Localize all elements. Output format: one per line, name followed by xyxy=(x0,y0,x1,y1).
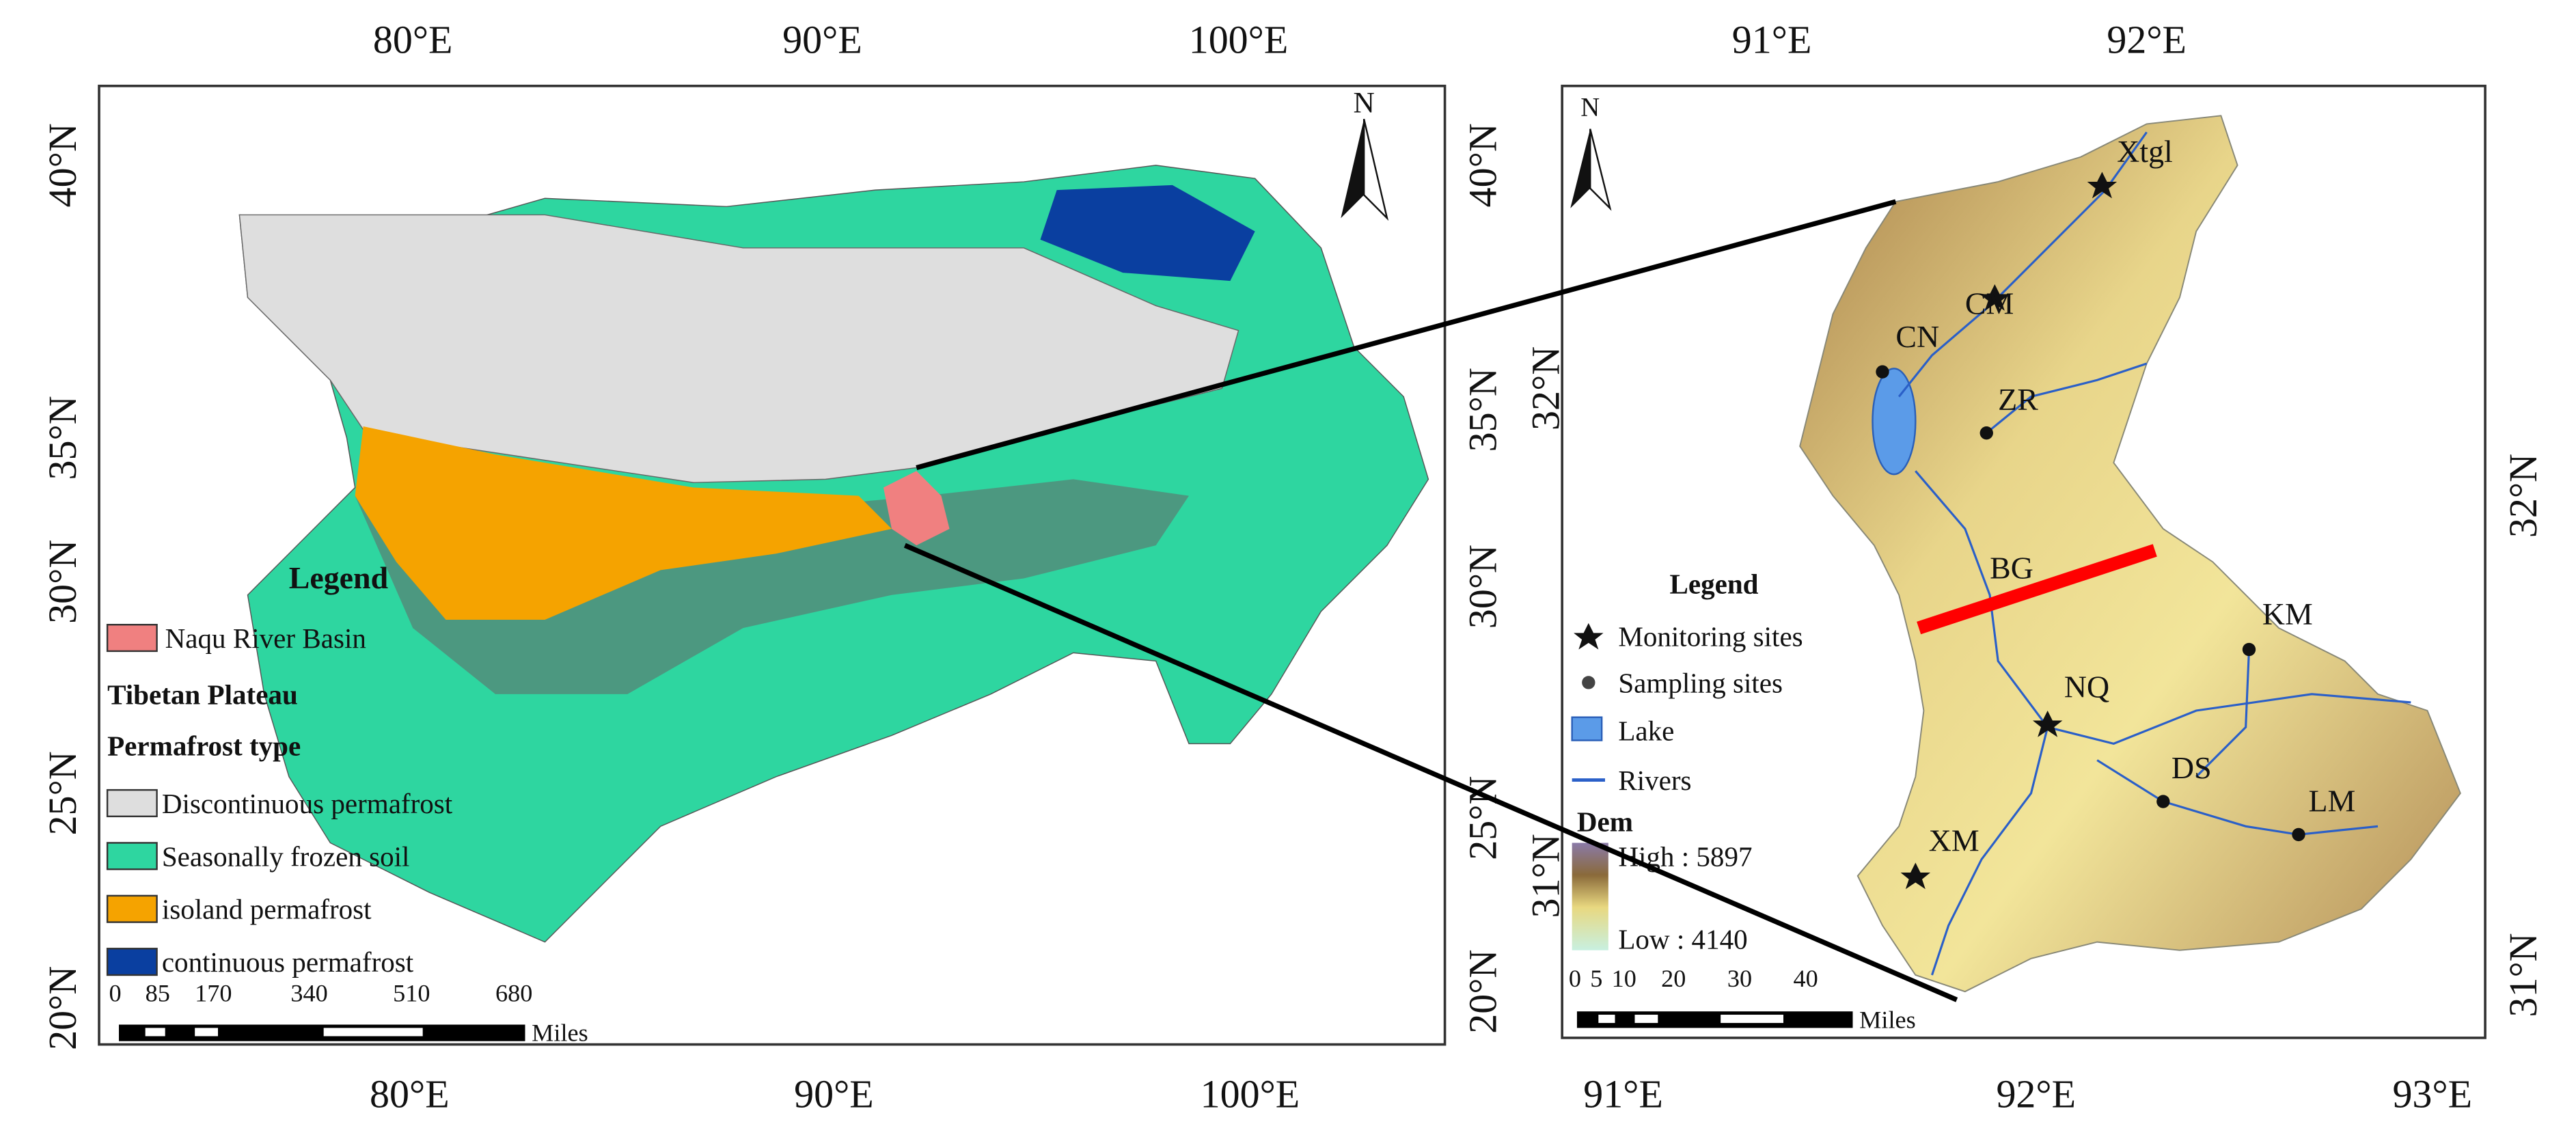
legend-label: Naqu River Basin xyxy=(165,622,366,654)
legend-group: Tibetan Plateau xyxy=(107,679,298,710)
legend-label: Discontinuous permafrost xyxy=(162,788,453,819)
scale-label: 5 xyxy=(1590,965,1602,992)
tick-label: 31°N xyxy=(2501,933,2545,1017)
left-map: N 80°E 90°E 100°E 80°E 90°E 100°E 40°N 3… xyxy=(40,17,1505,1116)
legend-swatch xyxy=(106,842,158,871)
site-label: NQ xyxy=(2064,670,2109,704)
tick-label: 92°E xyxy=(1996,1071,2076,1116)
scale-label: 510 xyxy=(393,980,430,1007)
legend-swatch xyxy=(106,894,158,923)
site-label: XM xyxy=(1929,823,1979,858)
site-label: DS xyxy=(2171,750,2212,785)
tick-label: 30°N xyxy=(40,540,85,624)
naqu-basin xyxy=(883,471,950,546)
legend-dem-title: Dem xyxy=(1577,806,1633,838)
tick-label: 20°N xyxy=(1461,950,1505,1034)
transect xyxy=(1917,544,2157,635)
site-label: ZR xyxy=(1998,382,2038,417)
legend-label: continuous permafrost xyxy=(162,946,414,978)
scale-label: 0 xyxy=(109,980,122,1007)
tick-label: 20°N xyxy=(40,966,85,1050)
north-label: N xyxy=(1353,86,1374,119)
legend-label: Seasonally frozen soil xyxy=(162,840,410,872)
legend-ramp xyxy=(1572,843,1608,950)
connector xyxy=(903,543,1958,1002)
isoland-area xyxy=(355,426,892,620)
site-label: KM xyxy=(2262,597,2313,631)
tick-label: 80°E xyxy=(370,1071,450,1116)
tick-label: 90°E xyxy=(782,17,862,61)
legend-swatch xyxy=(106,624,158,653)
site-label: CM xyxy=(1965,286,2014,321)
scale-label: 85 xyxy=(146,980,170,1007)
scale-unit: Miles xyxy=(1859,1006,1916,1033)
legend-low: Low : 4140 xyxy=(1618,923,1747,955)
scale-unit: Miles xyxy=(532,1019,588,1047)
tick-label: 35°N xyxy=(1461,368,1505,452)
tick-label: 32°N xyxy=(2501,454,2545,538)
tick-label: 32°N xyxy=(1523,346,1567,430)
scale-label: 340 xyxy=(290,980,327,1007)
continuous-area xyxy=(1040,184,1255,282)
scale-bar xyxy=(1576,1011,1853,1028)
site-label: LM xyxy=(2309,784,2356,819)
legend-label: Monitoring sites xyxy=(1618,621,1803,653)
scale-label: 30 xyxy=(1727,965,1752,992)
legend-subtitle: Permafrost type xyxy=(107,730,301,761)
site-label: BG xyxy=(1990,550,2033,585)
lake xyxy=(1872,368,1917,476)
legend-label: isoland permafrost xyxy=(162,894,372,925)
scale-label: 0 xyxy=(1569,965,1581,992)
tick-label: 30°N xyxy=(1461,545,1505,629)
legend-label: Sampling sites xyxy=(1618,667,1783,698)
legend-title: Legend xyxy=(1669,568,1758,599)
tick-label: 93°E xyxy=(2392,1071,2472,1116)
tick-label: 35°N xyxy=(40,396,85,480)
site-markers xyxy=(1876,172,2305,890)
legend-dot xyxy=(1582,676,1595,689)
tick-label: 31°N xyxy=(1523,834,1567,918)
scale-label: 680 xyxy=(495,980,532,1007)
scale-label: 40 xyxy=(1794,965,1818,992)
site-label: CN xyxy=(1895,319,1939,354)
scale-label: 10 xyxy=(1612,965,1636,992)
legend-swatch xyxy=(106,948,158,976)
tick-label: 90°E xyxy=(794,1071,874,1116)
legend-star xyxy=(1574,622,1604,650)
tick-label: 100°E xyxy=(1189,17,1289,61)
legend-swatch xyxy=(1571,716,1603,741)
tick-label: 80°E xyxy=(373,17,453,61)
tick-label: 91°E xyxy=(1583,1071,1663,1116)
legend-swatch xyxy=(106,789,158,817)
scale-label: 20 xyxy=(1661,965,1686,992)
legend-high: High : 5897 xyxy=(1618,840,1752,872)
tick-label: 40°N xyxy=(1461,123,1505,207)
legend-title: Legend xyxy=(289,560,389,595)
tick-label: 100°E xyxy=(1201,1071,1300,1116)
scale-label: 170 xyxy=(195,980,232,1007)
north-label: N xyxy=(1580,93,1600,122)
connector xyxy=(916,199,1897,470)
tick-label: 91°E xyxy=(1732,17,1812,61)
right-map: Xtgl CM CN ZR BG KM NQ DS LM XM N 91°E 9… xyxy=(1523,17,2545,1116)
tick-label: 25°N xyxy=(40,751,85,835)
tick-label: 92°E xyxy=(2107,17,2187,61)
legend-label: Lake xyxy=(1618,715,1674,747)
tick-label: 40°N xyxy=(40,123,85,207)
scale-bar xyxy=(119,1024,525,1041)
legend-label: Rivers xyxy=(1618,765,1691,796)
site-label: Xtgl xyxy=(2117,134,2173,169)
